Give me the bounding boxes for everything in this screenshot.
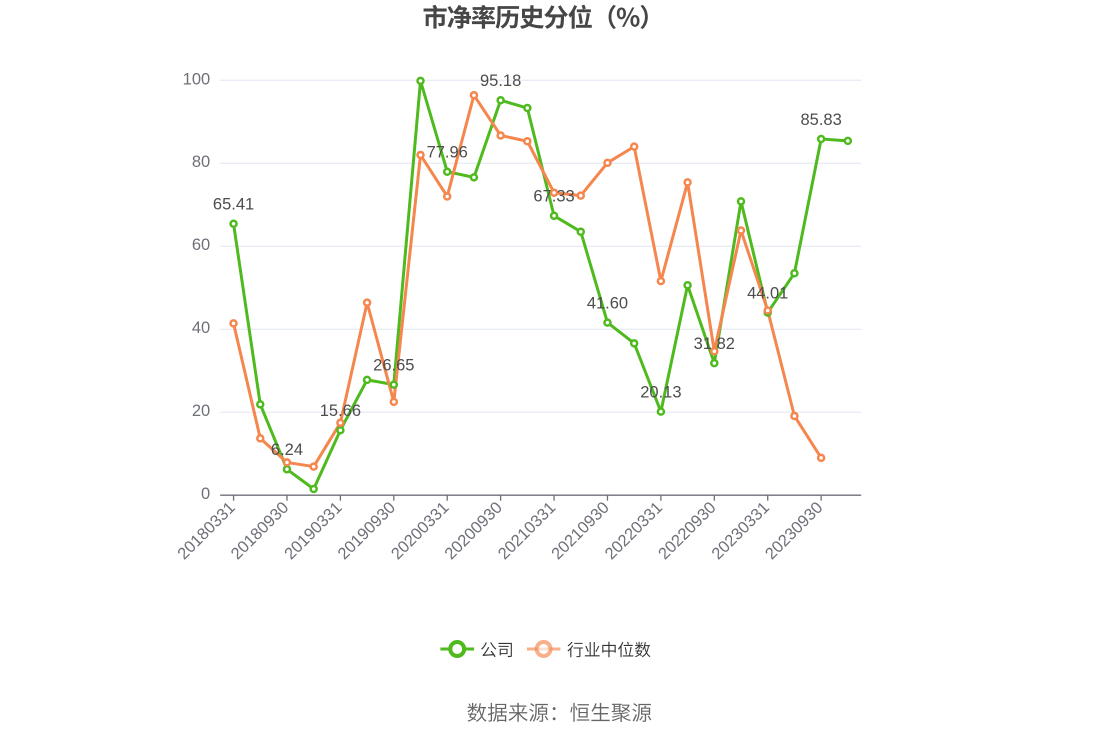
svg-text:60: 60 [192,236,210,254]
svg-text:44.01: 44.01 [747,284,788,302]
svg-text:77.96: 77.96 [427,144,468,162]
svg-text:100: 100 [183,70,211,88]
svg-text:20.13: 20.13 [640,384,681,402]
svg-text:85.83: 85.83 [800,111,841,129]
svg-text:41.60: 41.60 [587,294,628,312]
svg-text:40: 40 [192,319,210,337]
svg-text:15.66: 15.66 [320,402,361,420]
svg-text:65.41: 65.41 [213,196,254,214]
svg-text:31.82: 31.82 [694,335,735,353]
svg-text:6.24: 6.24 [271,441,303,459]
svg-text:95.18: 95.18 [480,72,521,90]
svg-text:26.65: 26.65 [373,357,414,375]
svg-text:80: 80 [192,153,210,171]
svg-text:20: 20 [192,402,210,420]
svg-text:0: 0 [201,485,210,503]
